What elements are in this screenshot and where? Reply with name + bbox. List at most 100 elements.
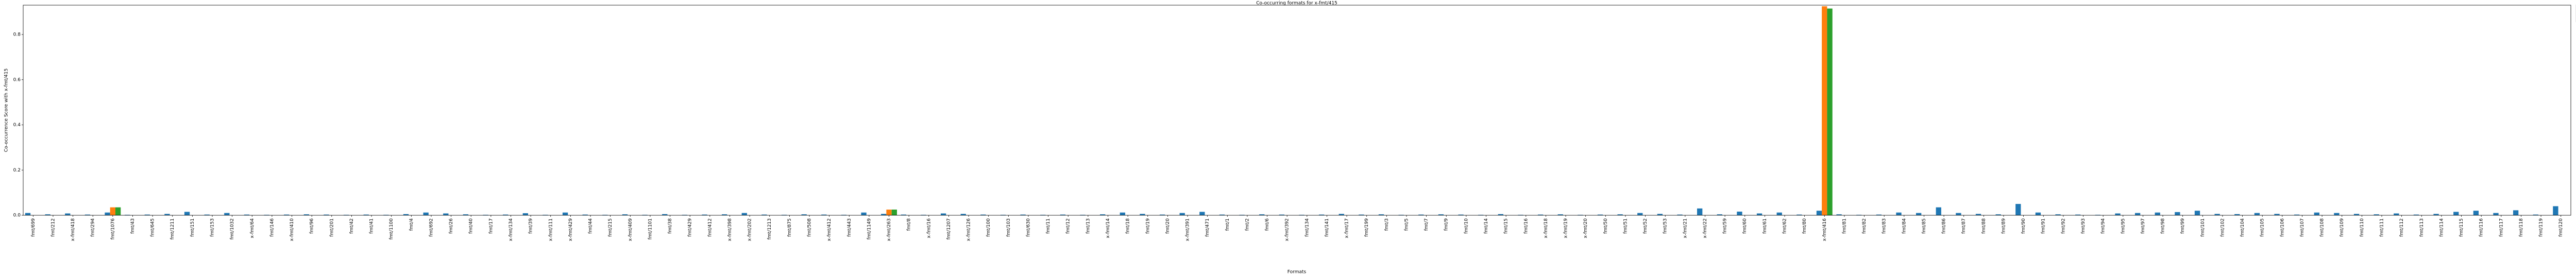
x-tick-label: fmt/81: [1842, 218, 1847, 234]
bar: [891, 210, 897, 215]
x-tick-label: fmt/90: [2021, 218, 2026, 234]
bar: [1199, 212, 1205, 215]
x-tick-label: fmt/60: [1742, 218, 1748, 234]
x-tick-label: fmt/17: [488, 218, 494, 234]
x-tick-label: fmt/19: [1145, 218, 1150, 234]
x-tick-label: fmt/508: [807, 218, 812, 237]
x-tick-label: fmt/111: [2379, 218, 2384, 237]
x-tick-label: fmt/12: [1066, 218, 1071, 234]
x-tick-label: fmt/7: [1424, 218, 1429, 231]
bar: [1916, 213, 1922, 215]
x-tick-label: fmt/40: [469, 218, 474, 234]
bar: [65, 213, 71, 215]
x-tick-label: x-fmt/398: [727, 218, 733, 242]
bar: [1438, 214, 1444, 215]
x-tick-label: fmt/120: [2558, 218, 2564, 237]
x-tick-label: fmt/43: [130, 218, 135, 234]
x-tick-label: fmt/3: [1384, 218, 1389, 231]
x-tick-label: fmt/52: [1643, 218, 1648, 234]
x-tick-label: fmt/108: [2320, 218, 2325, 237]
bar: [1995, 214, 2001, 215]
plot-frame: [23, 5, 2571, 216]
x-tick-label: fmt/630: [1026, 218, 1031, 237]
x-tick-label: fmt/20: [1165, 218, 1171, 234]
x-tick-label: fmt/61: [1762, 218, 1768, 234]
x-tick-label: fmt/11: [1046, 218, 1051, 234]
bar: [2234, 214, 2240, 215]
x-tick-label: fmt/113: [2419, 218, 2425, 237]
x-tick-label: x-fmt/410: [290, 218, 295, 242]
x-tick-label: fmt/15: [1504, 218, 1509, 234]
x-tick-label: x-fmt/416: [1822, 218, 1827, 242]
x-tick-label: x-fmt/17: [1345, 218, 1350, 238]
x-tick-label: fmt/100: [986, 218, 991, 237]
y-axis-label: Co-occurrence Score with x-fmt/415: [4, 68, 9, 152]
x-tick-label: fmt/1211: [170, 218, 175, 239]
bar: [423, 212, 429, 215]
x-tick-label: fmt/88: [1981, 218, 1987, 234]
x-tick-label: fmt/51: [1623, 218, 1628, 234]
x-tick-label: fmt/429: [688, 218, 693, 237]
x-tick-label: fmt/13: [1086, 218, 1091, 234]
bar: [662, 214, 668, 215]
x-tick-label: fmt/62: [1783, 218, 1788, 234]
x-tick-label: fmt/1101: [648, 218, 653, 239]
x-tick-label: fmt/59: [1723, 218, 1728, 234]
x-tick-label: fmt/103: [1006, 218, 1011, 237]
bar: [881, 214, 887, 215]
bar: [741, 213, 747, 215]
y-tick-label: 0.0: [13, 213, 21, 218]
y-tick-label: 0.4: [13, 123, 21, 128]
x-tick-label: fmt/215: [608, 218, 613, 237]
x-tick-label: fmt/107: [2300, 218, 2305, 237]
bar: [2374, 214, 2379, 215]
x-tick-label: x-fmt/20: [1583, 218, 1588, 238]
bar: [2493, 213, 2499, 215]
x-tick-label: fmt/9: [1444, 218, 1449, 231]
bar: [2194, 211, 2200, 215]
x-tick-label: fmt/101: [2200, 218, 2206, 237]
x-tick-label: fmt/1213: [767, 218, 772, 239]
bar: [1498, 214, 1503, 215]
x-tick-label: fmt/99: [2180, 218, 2185, 234]
x-tick-label: fmt/112: [2399, 218, 2404, 237]
x-tick-label: fmt/6: [1265, 218, 1270, 231]
bar: [443, 213, 449, 215]
x-tick-label: fmt/102: [2220, 218, 2225, 237]
bar: [2254, 213, 2260, 215]
x-tick-label: x-fmt/412: [827, 218, 832, 241]
bar: [1936, 207, 1941, 215]
x-tick-label: fmt/645: [150, 218, 156, 237]
x-tick-label: fmt/84: [1902, 218, 1907, 234]
bar: [562, 212, 568, 215]
bar: [115, 207, 121, 215]
bar: [940, 213, 946, 215]
x-tick-label: fmt/109: [2340, 218, 2345, 237]
bar: [1827, 8, 1833, 215]
x-tick-label: fmt/8: [907, 218, 912, 231]
x-tick-label: fmt/116: [2479, 218, 2484, 237]
x-tick-label: fmt/98: [2161, 218, 2166, 234]
x-tick-label: fmt/89: [2001, 218, 2006, 234]
bar: [2353, 214, 2360, 215]
x-tick-label: fmt/18: [1126, 218, 1131, 234]
x-tick-label: x-fmt/19: [1564, 218, 1569, 238]
x-tick-label: fmt/94: [2101, 218, 2106, 234]
bar: [1756, 213, 1762, 215]
x-tick-label: fmt/80: [1802, 218, 1807, 234]
x-tick-label: fmt/41: [369, 218, 375, 234]
bar: [1896, 212, 1902, 215]
x-tick-label: fmt/91: [2041, 218, 2046, 234]
x-tick-label: x-fmt/418: [71, 218, 76, 242]
x-tick-label: fmt/875: [787, 218, 792, 237]
bar: [1822, 6, 1827, 216]
x-tick-label: fmt/412: [707, 218, 713, 237]
bar: [2155, 212, 2160, 215]
x-tick-label: fmt/93: [2081, 218, 2086, 234]
bar: [403, 214, 409, 215]
x-tick-label: fmt/16: [1523, 218, 1529, 234]
x-tick-label: fmt/92: [2061, 218, 2066, 234]
bar: [2274, 214, 2280, 215]
y-tick-label: 0.6: [13, 77, 21, 82]
